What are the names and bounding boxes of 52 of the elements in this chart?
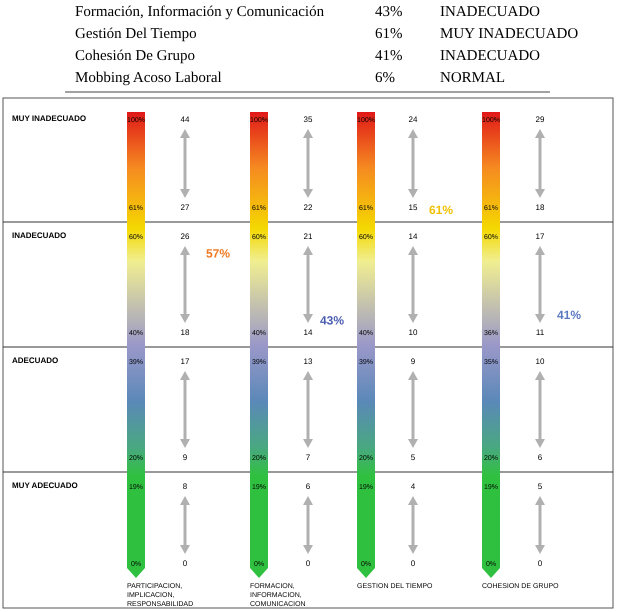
text: INADECUADO [440, 4, 540, 20]
text: 10 [408, 328, 418, 337]
data-label: 57% [206, 246, 230, 260]
text: 18 [536, 203, 545, 212]
text: Formación, Información y Comunicación [75, 4, 325, 20]
text: 8 [182, 482, 188, 491]
text: 6 [306, 482, 311, 491]
data-label: 61% [428, 203, 454, 217]
text: 61% [375, 26, 402, 42]
text: 24 [408, 115, 418, 124]
data-label: 41% [556, 308, 582, 322]
text: 14 [408, 232, 418, 241]
category-label: INADECUADO [12, 231, 66, 240]
text: 6 [538, 453, 543, 462]
text: 15 [408, 203, 418, 212]
text: 5 [410, 453, 416, 462]
text: 0 [306, 559, 311, 568]
text: 0 [538, 559, 543, 568]
text: 14 [304, 328, 313, 337]
text: 44 [180, 115, 190, 124]
text: 7 [306, 453, 311, 462]
text: Mobbing Acoso Laboral [75, 70, 222, 86]
text: 35 [304, 115, 313, 124]
text: Gestión Del Tiempo [75, 26, 197, 42]
text: 0 [410, 559, 416, 568]
text: 43% [375, 4, 402, 20]
text: MUY INADECUADO [440, 26, 578, 42]
category-label: MUY ADECUADO [12, 481, 78, 490]
text: 9 [182, 453, 188, 462]
text: 26 [180, 232, 190, 241]
text: 10 [536, 357, 545, 366]
text: 5 [538, 482, 543, 491]
text: INADECUADO [440, 48, 540, 64]
category-label: ADECUADO [12, 356, 58, 365]
text: 41% [375, 48, 402, 64]
text: 13 [304, 357, 313, 366]
text: Cohesión De Grupo [75, 48, 195, 64]
text: 29 [536, 115, 545, 124]
text: 17 [180, 357, 190, 366]
text: 27 [180, 203, 190, 212]
text: 22 [304, 203, 313, 212]
data-label: 43% [320, 314, 344, 328]
text: 18 [180, 328, 190, 337]
text: 9 [410, 357, 416, 366]
category-label: MUY INADECUADO [12, 114, 86, 123]
text: 6% [375, 70, 395, 86]
text: NORMAL [440, 70, 506, 86]
text: 21 [304, 232, 313, 241]
text: 11 [536, 328, 545, 337]
text: 17 [536, 232, 545, 241]
text: 0 [182, 559, 188, 568]
text: 4 [410, 482, 416, 491]
